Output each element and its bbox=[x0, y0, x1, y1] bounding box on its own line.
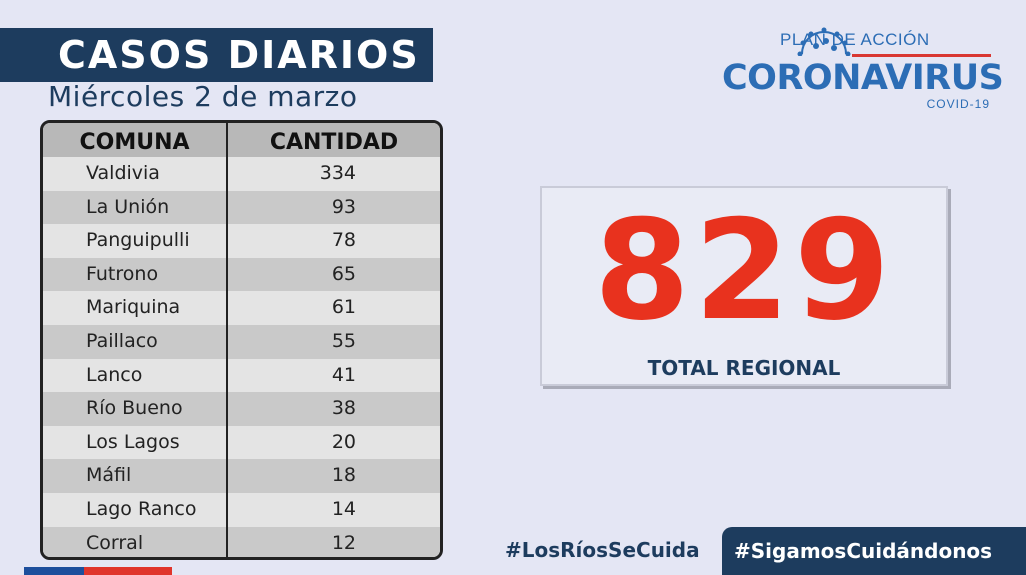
cantidad-cell: 12 bbox=[226, 526, 440, 557]
comuna-cell: Lanco bbox=[86, 363, 143, 386]
total-card: 829 TOTAL REGIONAL bbox=[540, 186, 948, 386]
cantidad-cell: 61 bbox=[226, 291, 440, 325]
comuna-cell: Paillaco bbox=[86, 329, 158, 352]
comuna-cell: Futrono bbox=[86, 262, 159, 285]
table-row: Máfil 18 bbox=[43, 459, 440, 493]
comuna-cell: Los Lagos bbox=[86, 430, 180, 453]
cantidad-cell: 18 bbox=[226, 459, 440, 493]
cantidad-cell: 65 bbox=[226, 257, 440, 292]
comuna-cell: Corral bbox=[86, 531, 144, 554]
cantidad-cell: 14 bbox=[226, 492, 440, 527]
table-header: COMUNA CANTIDAD bbox=[43, 123, 440, 157]
total-label: TOTAL REGIONAL bbox=[647, 356, 841, 380]
table-row: Mariquina 61 bbox=[43, 291, 440, 325]
table-row: Corral 12 bbox=[43, 526, 440, 557]
cases-table: COMUNA CANTIDAD Valdivia 334 La Unión 93 Pan… bbox=[40, 120, 443, 560]
column-header-cantidad: CANTIDAD bbox=[226, 123, 440, 157]
logo-divider bbox=[852, 54, 991, 57]
cantidad-cell: 55 bbox=[226, 324, 440, 359]
table-body: Valdivia 334 La Unión 93 Panguipulli 78 Futron… bbox=[43, 157, 440, 557]
table-row: Paillaco 55 bbox=[43, 324, 440, 359]
table-row: Lago Ranco 14 bbox=[43, 492, 440, 527]
total-value: 829 bbox=[593, 190, 895, 351]
cantidad-cell: 334 bbox=[226, 157, 440, 191]
logo-top-text: PLAN DE ACCIÓN bbox=[780, 30, 930, 49]
flag-blue-band bbox=[24, 567, 84, 575]
plan-coronavirus-logo: PLAN DE ACCIÓN CORONAVIRUS COVID-19 bbox=[722, 24, 1004, 114]
table-row: La Unión 93 bbox=[43, 190, 440, 225]
cantidad-cell: 78 bbox=[226, 224, 440, 258]
logo-sub-text: COVID-19 bbox=[926, 97, 990, 111]
logo-main-text: CORONAVIRUS bbox=[722, 58, 1004, 98]
cantidad-cell: 93 bbox=[226, 190, 440, 225]
comuna-cell: Lago Ranco bbox=[86, 497, 197, 520]
hashtag-sigamos: #SigamosCuidándonos bbox=[722, 527, 1026, 575]
coronavirus-icon bbox=[797, 27, 851, 56]
page-title: CASOS DIARIOS bbox=[0, 28, 433, 82]
table-row: Valdivia 334 bbox=[43, 157, 440, 191]
comuna-cell: Valdivia bbox=[86, 162, 160, 184]
comuna-cell: Máfil bbox=[86, 464, 132, 487]
comuna-cell: La Unión bbox=[86, 195, 170, 218]
comuna-cell: Mariquina bbox=[86, 296, 181, 319]
flag-red-band bbox=[84, 567, 172, 575]
table-row: Río Bueno 38 bbox=[43, 392, 440, 426]
comuna-cell: Panguipulli bbox=[86, 229, 190, 252]
cantidad-cell: 38 bbox=[226, 392, 440, 426]
table-row: Lanco 41 bbox=[43, 358, 440, 393]
date-subtitle: Miércoles 2 de marzo bbox=[48, 80, 358, 113]
cantidad-cell: 41 bbox=[226, 358, 440, 393]
table-row: Panguipulli 78 bbox=[43, 224, 440, 258]
cantidad-cell: 20 bbox=[226, 425, 440, 460]
table-row: Futrono 65 bbox=[43, 257, 440, 292]
flag-stripe bbox=[24, 567, 172, 575]
hashtag-los-rios: #LosRíosSeCuida bbox=[505, 538, 700, 562]
column-header-comuna: COMUNA bbox=[79, 130, 190, 155]
table-row: Los Lagos 20 bbox=[43, 425, 440, 460]
comuna-cell: Río Bueno bbox=[86, 397, 183, 420]
